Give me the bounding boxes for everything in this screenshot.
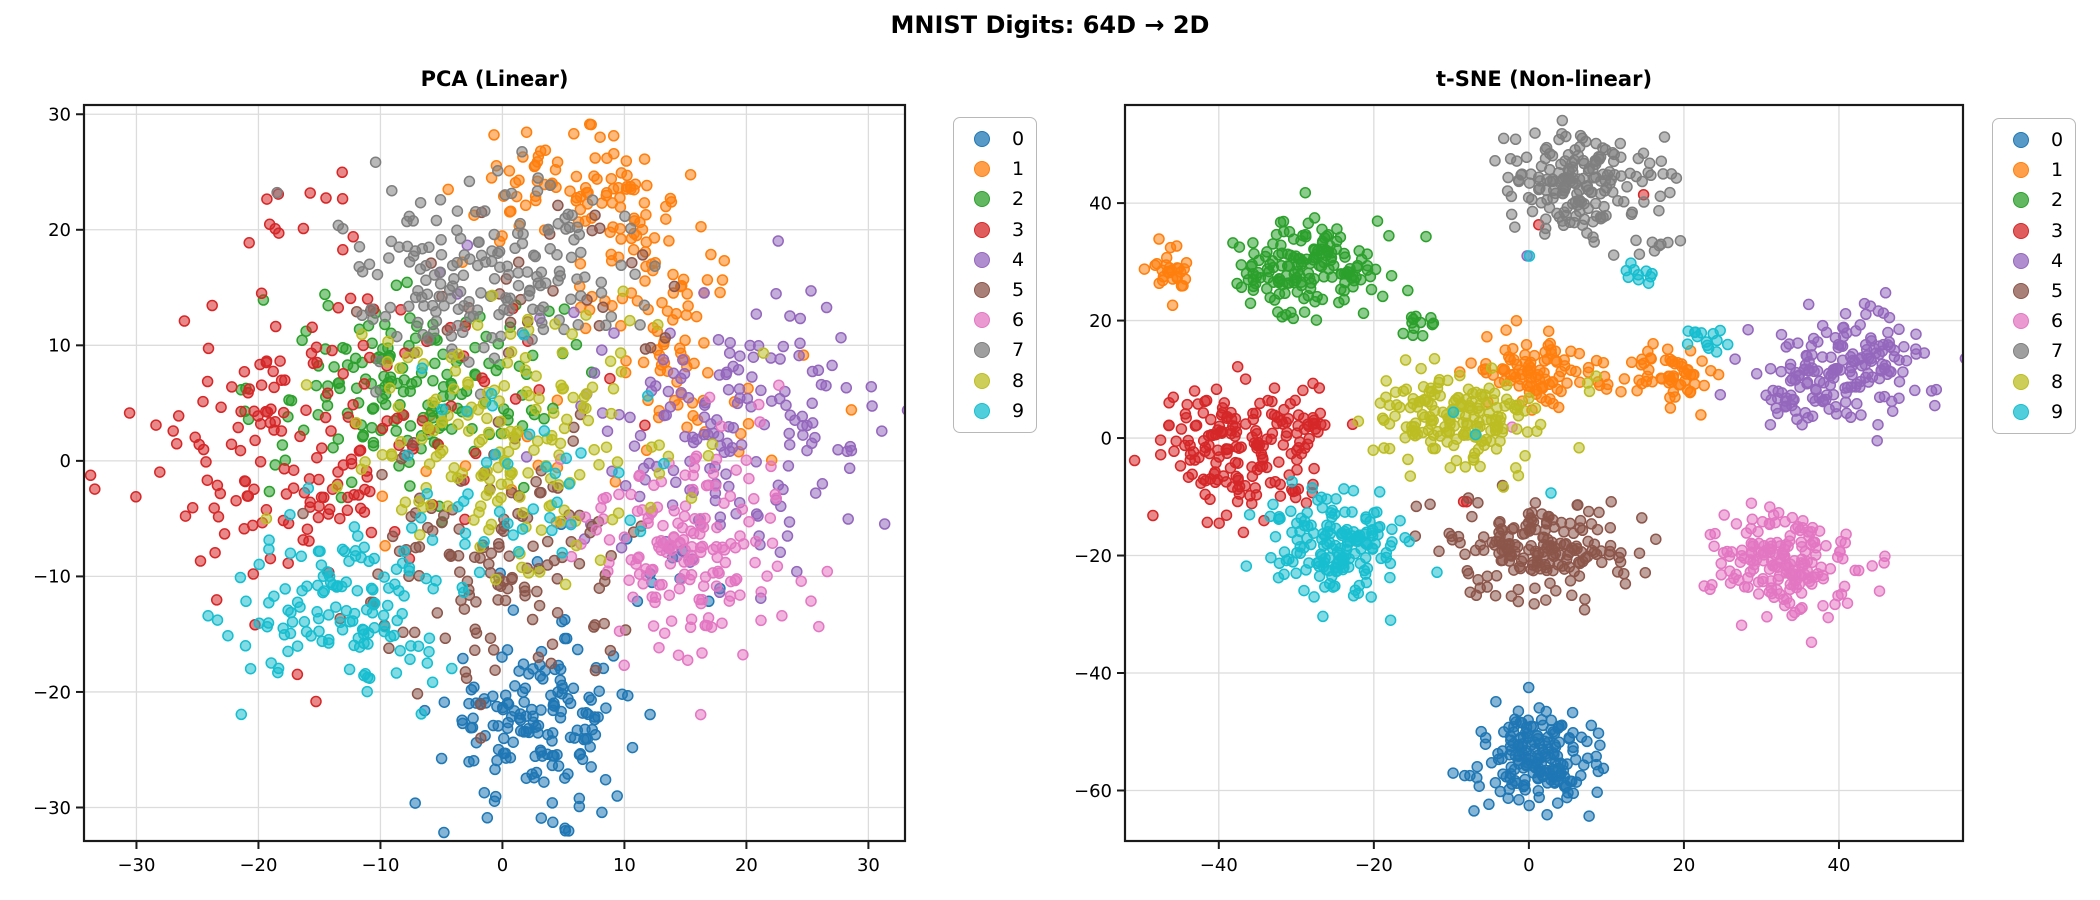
legend-item-5: 5 (954, 279, 1036, 301)
legend-label: 9 (1012, 399, 1025, 422)
legend-marker (974, 312, 990, 329)
svg-text:40: 40 (1089, 193, 1112, 214)
legend-item-3: 3 (1993, 220, 2075, 242)
tsne-legend: 0 1 2 3 4 5 6 7 8 9 (1992, 118, 2076, 434)
svg-text:20: 20 (48, 220, 71, 241)
legend-item-6: 6 (954, 309, 1036, 331)
legend-item-1: 1 (1993, 159, 2075, 181)
svg-text:20: 20 (735, 855, 758, 876)
legend-label: 8 (1012, 369, 1025, 392)
legend-label: 5 (1012, 279, 1025, 302)
legend-item-6: 6 (1993, 310, 2075, 332)
legend-label: 8 (2051, 370, 2064, 393)
legend-marker (974, 191, 990, 208)
legend-label: 0 (2051, 129, 2064, 152)
svg-text:−10: −10 (361, 855, 399, 876)
legend-item-7: 7 (1993, 340, 2075, 362)
svg-text:−30: −30 (33, 798, 71, 819)
svg-text:−20: −20 (239, 855, 277, 876)
svg-text:−30: −30 (117, 855, 155, 876)
legend-marker (2013, 222, 2029, 239)
legend-item-7: 7 (954, 339, 1036, 361)
legend-marker (2013, 252, 2029, 269)
legend-label: 6 (2051, 310, 2064, 333)
svg-text:30: 30 (857, 855, 880, 876)
legend-marker (2013, 283, 2029, 300)
legend-label: 2 (2051, 189, 2064, 212)
legend-item-8: 8 (1993, 371, 2075, 393)
svg-text:−40: −40 (1074, 663, 1112, 684)
legend-item-0: 0 (1993, 129, 2075, 151)
legend-item-2: 2 (1993, 189, 2075, 211)
legend-item-4: 4 (954, 249, 1036, 271)
svg-text:−40: −40 (1200, 855, 1238, 876)
legend-marker (974, 221, 990, 238)
legend-marker (2013, 373, 2029, 390)
legend-marker (2013, 313, 2029, 330)
legend-item-0: 0 (954, 128, 1036, 150)
legend-marker (2013, 132, 2029, 149)
figure-title: MNIST Digits: 64D → 2D (890, 11, 1210, 39)
legend-marker (974, 402, 990, 419)
legend-marker (2013, 403, 2029, 420)
legend-label: 5 (2051, 280, 2064, 303)
legend-label: 0 (1012, 128, 1025, 151)
legend-item-1: 1 (954, 158, 1036, 180)
legend-label: 1 (2051, 159, 2064, 182)
legend-marker (2013, 192, 2029, 209)
svg-text:−60: −60 (1074, 781, 1112, 802)
legend-label: 3 (1012, 218, 1025, 241)
legend-label: 9 (2051, 400, 2064, 423)
legend-marker (974, 131, 990, 148)
pca-legend: 0 1 2 3 4 5 6 7 8 9 (953, 117, 1037, 433)
svg-text:0: 0 (1523, 855, 1534, 876)
svg-text:−20: −20 (1074, 546, 1112, 567)
legend-item-5: 5 (1993, 280, 2075, 302)
legend-marker (2013, 343, 2029, 360)
svg-text:40: 40 (1828, 855, 1851, 876)
svg-text:0: 0 (60, 451, 71, 472)
legend-marker (974, 342, 990, 359)
svg-text:20: 20 (1089, 311, 1112, 332)
legend-marker (974, 282, 990, 299)
legend-marker (974, 372, 990, 389)
legend-label: 2 (1012, 188, 1025, 211)
svg-text:0: 0 (1101, 428, 1112, 449)
legend-item-9: 9 (954, 400, 1036, 422)
legend-label: 4 (1012, 248, 1025, 271)
legend-marker (974, 251, 990, 268)
legend-label: 4 (2051, 249, 2064, 272)
legend-label: 7 (2051, 340, 2064, 363)
svg-text:−20: −20 (1355, 855, 1393, 876)
legend-label: 3 (2051, 219, 2064, 242)
svg-text:20: 20 (1672, 855, 1695, 876)
svg-text:0: 0 (497, 855, 508, 876)
legend-item-4: 4 (1993, 250, 2075, 272)
pca-plot-title: PCA (Linear) (420, 67, 569, 91)
svg-text:−10: −10 (33, 567, 71, 588)
legend-item-2: 2 (954, 188, 1036, 210)
legend-item-9: 9 (1993, 401, 2075, 423)
legend-label: 1 (1012, 158, 1025, 181)
legend-marker (974, 161, 990, 178)
legend-marker (2013, 162, 2029, 179)
legend-label: 6 (1012, 309, 1025, 332)
tsne-plot-title: t-SNE (Non-linear) (1435, 67, 1653, 91)
legend-label: 7 (1012, 339, 1025, 362)
svg-text:30: 30 (48, 105, 71, 126)
legend-item-3: 3 (954, 219, 1036, 241)
svg-text:10: 10 (613, 855, 636, 876)
svg-text:−20: −20 (33, 682, 71, 703)
legend-item-8: 8 (954, 370, 1036, 392)
svg-text:10: 10 (48, 336, 71, 357)
